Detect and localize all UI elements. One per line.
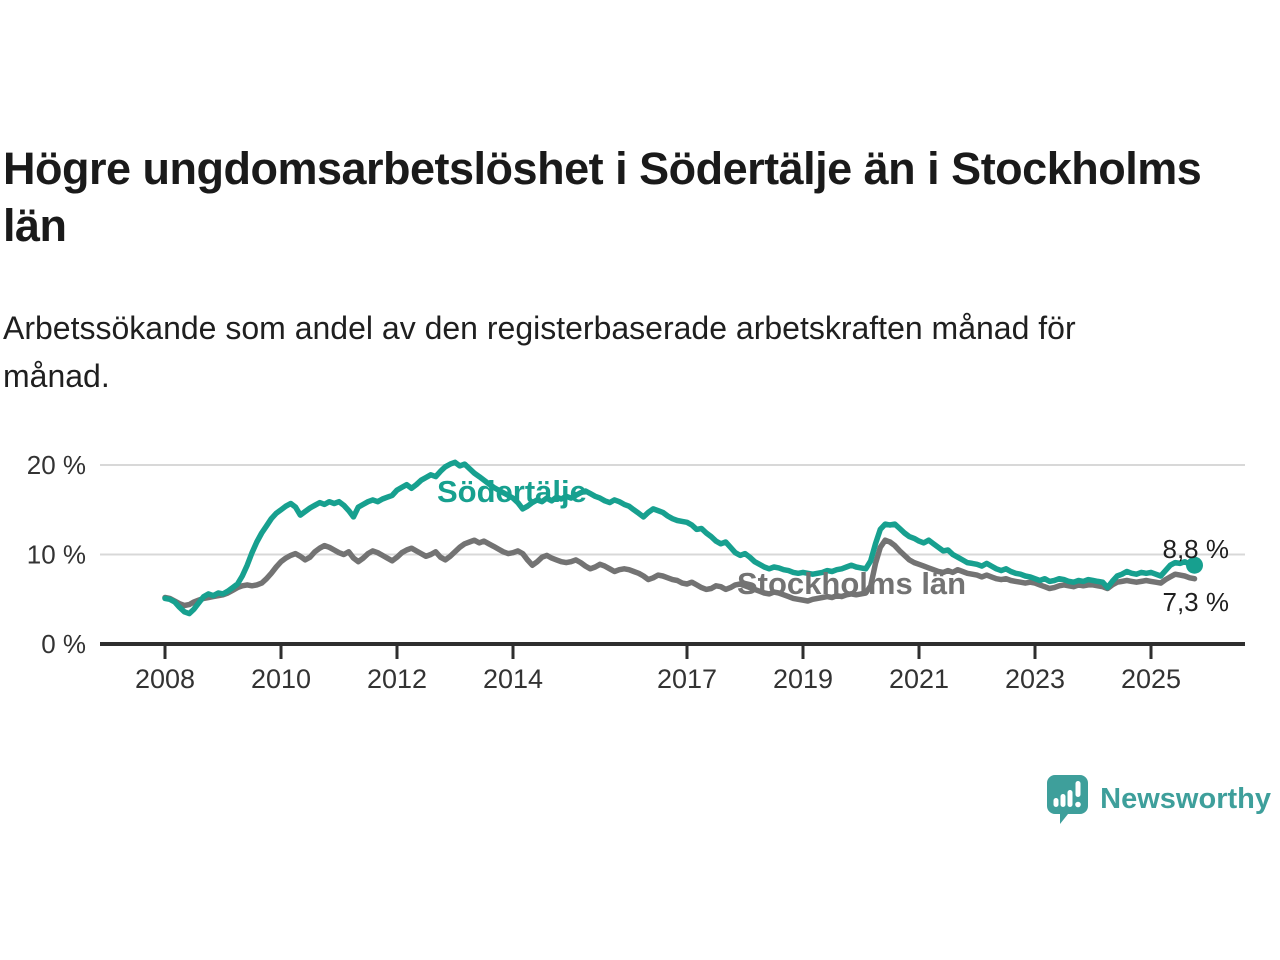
newsworthy-wordmark: Newsworthy <box>1100 782 1271 815</box>
bar-1 <box>1053 798 1059 807</box>
chart-title-line1: Högre ungdomsarbetslöshet i Södertälje ä… <box>3 143 1202 194</box>
chart-subtitle-line2: månad. <box>3 358 110 394</box>
series-end-dot-sodertalje <box>1186 556 1203 574</box>
x-axis-label-2025: 2025 <box>1121 664 1181 694</box>
chart-subtitle-line1: Arbetssökande som andel av den registerb… <box>3 310 1076 346</box>
x-axis-label-2021: 2021 <box>889 664 949 694</box>
y-axis-label-20: 20 % <box>27 450 86 480</box>
x-axis-label-2019: 2019 <box>773 664 833 694</box>
exclamation-bar <box>1075 781 1081 797</box>
x-axis-label-2017: 2017 <box>657 664 717 694</box>
y-axis-label-10: 10 % <box>27 540 86 570</box>
series-label-stockholms-lan: Stockholms län <box>737 566 966 601</box>
series-line-sodertalje <box>162 459 1198 617</box>
end-value-label-sodertalje: 8,8 % <box>1163 534 1230 564</box>
end-value-label-stockholms-lan: 7,3 % <box>1163 587 1230 617</box>
y-axis-label-0: 0 % <box>41 629 86 659</box>
bar-2 <box>1060 794 1066 807</box>
series-line-stockholms-lan <box>162 537 1198 609</box>
chart-title: Högre ungdomsarbetslöshet i Södertälje ä… <box>3 140 1202 254</box>
x-axis-label-2010: 2010 <box>251 664 311 694</box>
chart-canvas: 0 % 10 % 20 % 2008 2010 2012 2014 2017 2019 2021 2… <box>27 450 1245 694</box>
bar-3 <box>1067 790 1073 807</box>
x-axis-label-2014: 2014 <box>483 664 543 694</box>
chart-subtitle: Arbetssökande som andel av den registerb… <box>3 304 1076 400</box>
chart-title-line2: län <box>3 200 67 252</box>
exclamation-dot <box>1075 801 1081 808</box>
x-axis-label-2023: 2023 <box>1005 664 1065 694</box>
x-axis-label-2012: 2012 <box>367 664 427 694</box>
series-label-sodertalje: Södertälje <box>437 474 587 509</box>
line-chart: 0 % 10 % 20 % 2008 2010 2012 2014 2017 2019 2021 2… <box>0 430 1280 720</box>
newsworthy-logo: Newsworthy <box>1044 773 1271 825</box>
x-axis-label-2008: 2008 <box>135 664 195 694</box>
newsworthy-speech-bubble-bar-chart-icon <box>1047 775 1089 824</box>
